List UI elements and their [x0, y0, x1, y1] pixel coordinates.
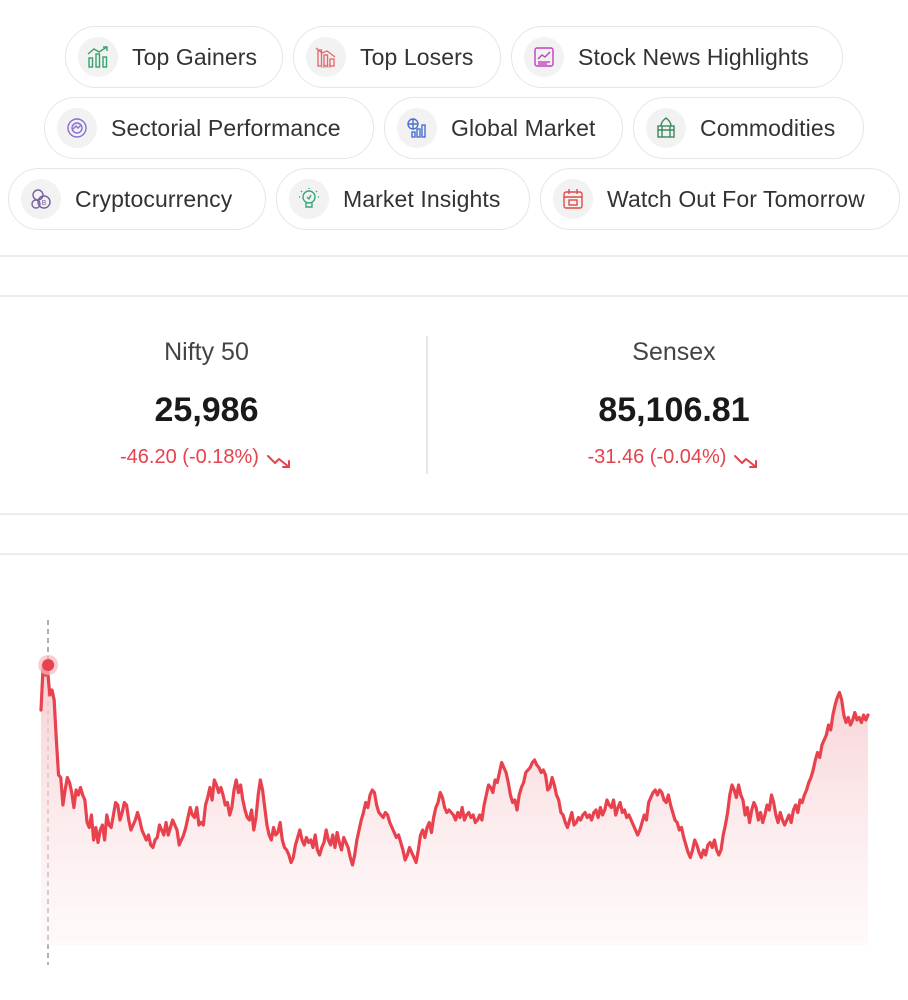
index-change-row: -31.46 (-0.04%) — [440, 443, 908, 471]
bulb-insight-icon — [289, 179, 329, 219]
index-change: -31.46 (-0.04%) — [587, 446, 727, 468]
chip-label: Global Market — [451, 114, 596, 141]
section-divider — [0, 553, 908, 555]
bar-chart-up-icon — [78, 37, 118, 77]
chip-label: Top Gainers — [132, 43, 258, 70]
commodity-crate-icon — [646, 108, 686, 148]
chip-cryptocurrency[interactable]: B Cryptocurrency — [8, 168, 266, 230]
section-divider — [0, 255, 908, 257]
quick-links-row-2: Sectorial Performance Global Market Comm… — [0, 97, 908, 159]
quick-links-row-3: B Cryptocurrency Market Insights Watch O… — [0, 168, 908, 230]
trend-down-icon — [734, 449, 760, 468]
index-value: 25,986 — [154, 391, 259, 429]
chip-top-losers[interactable]: LOSS Top Losers — [293, 26, 501, 88]
index-card-sensex[interactable]: Sensex 85,106.81 -31.46 (-0.04%) — [440, 335, 908, 471]
chip-label: Market Insights — [343, 185, 501, 212]
chip-commodities[interactable]: Commodities — [633, 97, 864, 159]
chart-line — [39, 663, 870, 867]
index-name: Sensex — [632, 338, 716, 366]
trend-down-icon — [266, 449, 293, 468]
chip-global-market[interactable]: Global Market — [384, 97, 623, 159]
chip-watch-out-for-tomorrow[interactable]: Watch Out For Tomorrow — [540, 168, 900, 230]
crypto-coins-icon: B — [21, 179, 61, 219]
news-chart-icon — [524, 37, 564, 77]
calendar-icon — [553, 179, 593, 219]
chip-market-insights[interactable]: Market Insights — [276, 168, 530, 230]
svg-text:B: B — [42, 199, 47, 207]
chip-top-gainers[interactable]: Top Gainers — [65, 26, 283, 88]
chip-sectorial-performance[interactable]: Sectorial Performance — [44, 97, 374, 159]
index-change-row: -46.20 (-0.18%) — [0, 443, 413, 471]
chip-label: Stock News Highlights — [578, 43, 809, 70]
intraday-chart[interactable] — [0, 600, 908, 970]
svg-text:LOSS: LOSS — [321, 64, 332, 69]
section-divider — [0, 513, 908, 515]
index-change: -46.20 (-0.18%) — [120, 446, 259, 468]
quick-links-row-1: Top Gainers LOSS Top Losers Stock News H… — [0, 26, 908, 88]
chip-label: Watch Out For Tomorrow — [607, 185, 865, 212]
pie-target-icon — [57, 108, 97, 148]
index-value: 85,106.81 — [598, 391, 750, 429]
chip-label: Commodities — [700, 114, 836, 141]
chip-label: Top Losers — [360, 43, 474, 70]
chip-stock-news-highlights[interactable]: Stock News Highlights — [511, 26, 843, 88]
globe-chart-icon — [397, 108, 437, 148]
section-divider — [0, 295, 908, 297]
chip-label: Sectorial Performance — [111, 114, 341, 141]
chart-marker[interactable] — [42, 659, 55, 671]
chart-area — [41, 665, 868, 945]
index-divider — [426, 336, 428, 474]
chip-label: Cryptocurrency — [75, 185, 233, 212]
bar-chart-loss-icon: LOSS — [306, 37, 346, 77]
index-name: Nifty 50 — [164, 338, 249, 366]
index-card-nifty[interactable]: Nifty 50 25,986 -46.20 (-0.18%) — [0, 335, 413, 471]
